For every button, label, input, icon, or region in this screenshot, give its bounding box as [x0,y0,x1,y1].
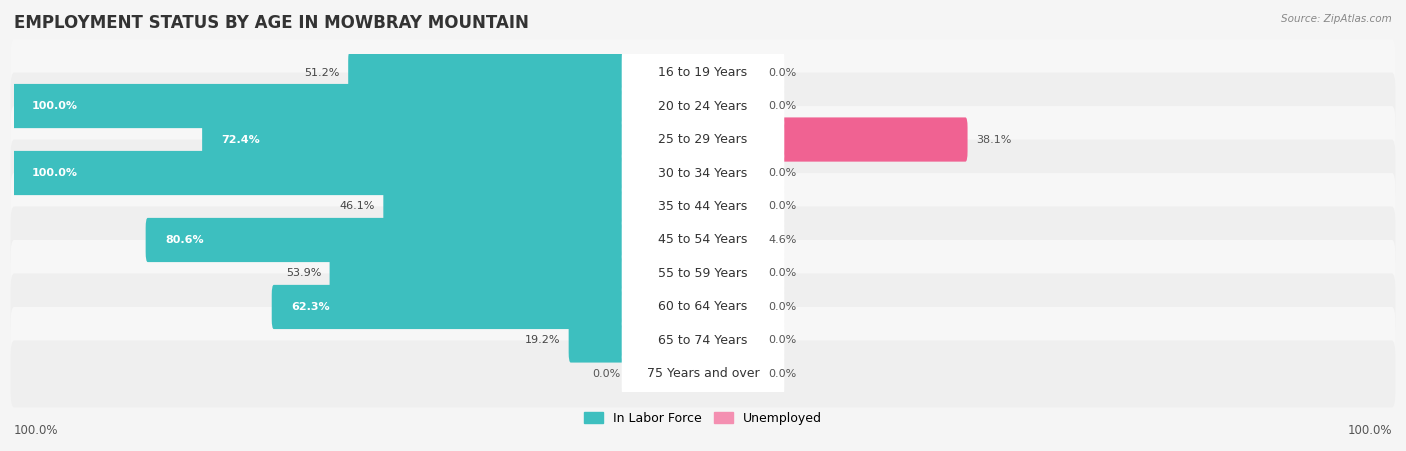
FancyBboxPatch shape [146,218,704,262]
FancyBboxPatch shape [11,73,1395,139]
Text: EMPLOYMENT STATUS BY AGE IN MOWBRAY MOUNTAIN: EMPLOYMENT STATUS BY AGE IN MOWBRAY MOUN… [14,14,529,32]
FancyBboxPatch shape [621,102,785,176]
Text: 75 Years and over: 75 Years and over [647,368,759,381]
FancyBboxPatch shape [702,285,761,329]
Text: 100.0%: 100.0% [14,424,59,437]
Text: 100.0%: 100.0% [31,101,77,111]
Text: 51.2%: 51.2% [305,68,340,78]
FancyBboxPatch shape [11,273,1395,341]
FancyBboxPatch shape [702,151,761,195]
Text: 0.0%: 0.0% [769,202,797,212]
Text: 0.0%: 0.0% [769,101,797,111]
FancyBboxPatch shape [568,318,704,363]
Text: 0.0%: 0.0% [592,369,620,379]
FancyBboxPatch shape [702,117,967,161]
Text: 38.1%: 38.1% [976,134,1011,144]
Text: 72.4%: 72.4% [221,134,260,144]
Text: 30 to 34 Years: 30 to 34 Years [658,166,748,179]
Text: 100.0%: 100.0% [1347,424,1392,437]
FancyBboxPatch shape [329,251,704,295]
Text: 25 to 29 Years: 25 to 29 Years [658,133,748,146]
Text: 65 to 74 Years: 65 to 74 Years [658,334,748,347]
FancyBboxPatch shape [621,337,785,411]
FancyBboxPatch shape [11,341,1395,407]
Text: 62.3%: 62.3% [291,302,329,312]
FancyBboxPatch shape [11,39,1395,106]
Text: 4.6%: 4.6% [769,235,797,245]
FancyBboxPatch shape [11,139,1395,207]
FancyBboxPatch shape [384,184,704,229]
Text: 0.0%: 0.0% [769,268,797,278]
FancyBboxPatch shape [621,136,785,210]
FancyBboxPatch shape [621,36,785,110]
FancyBboxPatch shape [621,236,785,311]
Text: 35 to 44 Years: 35 to 44 Years [658,200,748,213]
Text: Source: ZipAtlas.com: Source: ZipAtlas.com [1281,14,1392,23]
FancyBboxPatch shape [621,170,785,244]
FancyBboxPatch shape [202,117,704,161]
Legend: In Labor Force, Unemployed: In Labor Force, Unemployed [579,407,827,430]
FancyBboxPatch shape [11,240,1395,307]
Text: 60 to 64 Years: 60 to 64 Years [658,300,748,313]
FancyBboxPatch shape [349,51,704,95]
Text: 0.0%: 0.0% [769,168,797,178]
FancyBboxPatch shape [13,84,704,128]
FancyBboxPatch shape [702,184,761,229]
FancyBboxPatch shape [13,151,704,195]
FancyBboxPatch shape [11,207,1395,273]
FancyBboxPatch shape [702,352,761,396]
Text: 53.9%: 53.9% [285,268,322,278]
FancyBboxPatch shape [11,307,1395,374]
FancyBboxPatch shape [702,84,761,128]
FancyBboxPatch shape [702,318,761,363]
Text: 55 to 59 Years: 55 to 59 Years [658,267,748,280]
Text: 45 to 54 Years: 45 to 54 Years [658,234,748,247]
Text: 19.2%: 19.2% [524,336,561,345]
FancyBboxPatch shape [621,304,785,377]
FancyBboxPatch shape [11,173,1395,240]
FancyBboxPatch shape [702,218,761,262]
Text: 46.1%: 46.1% [340,202,375,212]
FancyBboxPatch shape [621,203,785,277]
FancyBboxPatch shape [271,285,704,329]
FancyBboxPatch shape [621,270,785,344]
Text: 20 to 24 Years: 20 to 24 Years [658,100,748,113]
FancyBboxPatch shape [621,69,785,143]
Text: 0.0%: 0.0% [769,369,797,379]
Text: 100.0%: 100.0% [31,168,77,178]
FancyBboxPatch shape [702,51,761,95]
FancyBboxPatch shape [11,106,1395,173]
Text: 0.0%: 0.0% [769,68,797,78]
FancyBboxPatch shape [702,251,761,295]
Text: 0.0%: 0.0% [769,336,797,345]
Text: 80.6%: 80.6% [165,235,204,245]
Text: 0.0%: 0.0% [769,302,797,312]
Text: 16 to 19 Years: 16 to 19 Years [658,66,748,79]
